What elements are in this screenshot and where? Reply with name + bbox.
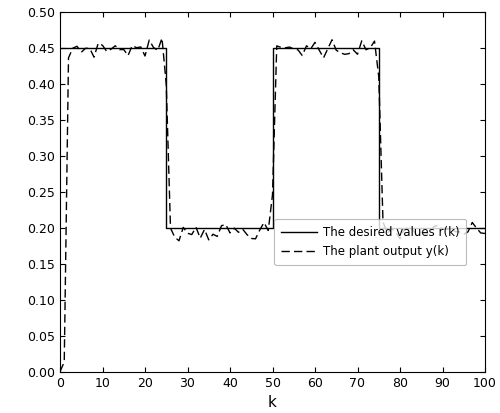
The desired values r(k)	[163, 225, 169, 230]
The plant output y(k)	[359, 38, 365, 43]
Legend: The desired values r(k), The plant output y(k): The desired values r(k), The plant outpu…	[274, 219, 466, 265]
The desired values r(k)	[163, 46, 169, 51]
The plant output y(k)	[168, 225, 173, 230]
Line: The desired values r(k): The desired values r(k)	[60, 48, 485, 228]
The desired values r(k)	[482, 225, 488, 230]
The plant output y(k)	[257, 228, 263, 233]
The plant output y(k)	[159, 36, 165, 40]
The desired values r(k)	[376, 46, 382, 51]
The desired values r(k)	[270, 46, 276, 51]
The desired values r(k)	[376, 225, 382, 230]
X-axis label: k: k	[268, 395, 277, 410]
Line: The plant output y(k): The plant output y(k)	[60, 38, 485, 372]
The plant output y(k)	[380, 219, 386, 224]
The plant output y(k)	[57, 369, 63, 374]
The desired values r(k)	[61, 46, 67, 51]
The plant output y(k)	[87, 46, 93, 51]
The plant output y(k)	[316, 47, 322, 52]
The desired values r(k)	[270, 225, 276, 230]
The plant output y(k)	[482, 231, 488, 236]
The desired values r(k)	[57, 46, 63, 51]
